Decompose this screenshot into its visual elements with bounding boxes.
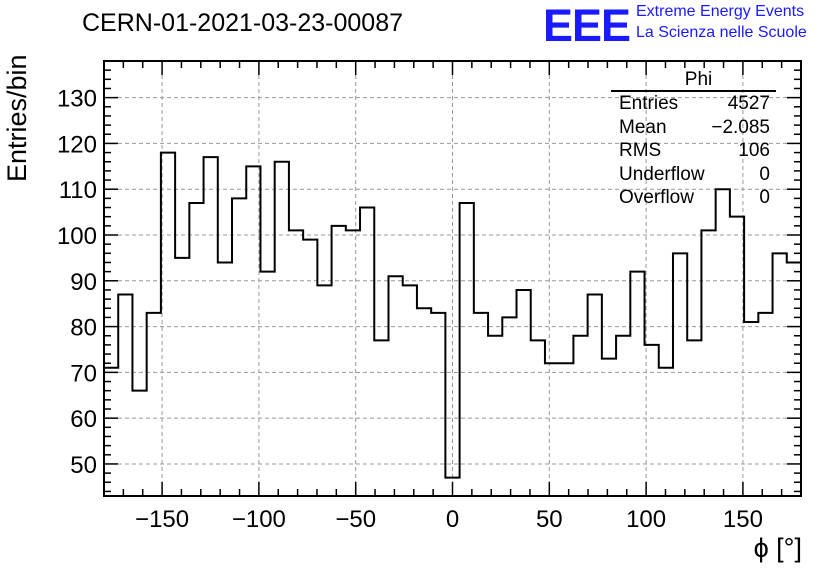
stats-label: RMS <box>619 140 662 161</box>
histogram-bin <box>460 203 474 496</box>
stats-value: 0 <box>759 163 770 185</box>
y-tick-label: 130 <box>57 86 97 113</box>
stats-label: Entries <box>619 93 679 114</box>
y-tick-label: 90 <box>70 269 97 296</box>
x-tick-label: −100 <box>232 506 286 533</box>
y-tick-label: 110 <box>59 177 97 204</box>
histogram-bin <box>474 313 488 496</box>
stats-value: 4527 <box>727 93 770 114</box>
histogram-bin <box>758 313 772 496</box>
histogram-bin <box>517 290 531 496</box>
y-tick-label: 100 <box>57 223 97 250</box>
histogram-bin <box>161 153 175 496</box>
x-tick-label: −50 <box>335 506 376 533</box>
histogram-bin <box>645 345 659 496</box>
stats-row-overflow: Overflow 0 <box>611 186 776 210</box>
histogram-bin <box>246 166 260 496</box>
stats-row-underflow: Underflow 0 <box>611 163 776 187</box>
stats-label: Underflow <box>619 163 705 185</box>
x-tick-label: 150 <box>723 506 763 533</box>
histogram-bin <box>147 313 161 496</box>
histogram-bin <box>104 368 118 496</box>
stats-value: −2.085 <box>711 116 770 138</box>
x-tick-label: 0 <box>446 506 459 533</box>
histogram-bin <box>773 253 787 496</box>
histogram-bin <box>616 336 630 496</box>
histogram-bin <box>360 208 374 496</box>
histogram-bin <box>559 363 573 496</box>
histogram-bin <box>787 262 801 496</box>
histogram-bin <box>332 226 346 496</box>
histogram-bin <box>573 336 587 496</box>
histogram-bin <box>218 262 232 496</box>
histogram-bin <box>132 391 146 496</box>
histogram-bin <box>716 189 730 496</box>
histogram-bin <box>374 340 388 496</box>
histogram-bin <box>701 230 715 496</box>
histogram-bin <box>431 313 445 496</box>
y-tick-label: 70 <box>70 360 97 387</box>
histogram-bin <box>260 272 274 496</box>
histogram-bin <box>488 336 502 496</box>
x-tick-label: 50 <box>536 506 563 533</box>
histogram-bin <box>630 272 644 496</box>
run-title: CERN-01-2021-03-23-00087 <box>82 9 404 37</box>
histogram-bin <box>388 276 402 496</box>
histogram-bin <box>588 295 602 496</box>
histogram-bin <box>346 230 360 496</box>
histogram-bin <box>687 340 701 496</box>
y-tick-label: 60 <box>70 406 97 433</box>
x-tick-label: 100 <box>626 506 666 533</box>
histogram-bin <box>659 368 673 496</box>
histogram-bin <box>602 359 616 496</box>
stats-value: 0 <box>759 187 770 208</box>
stats-label: Mean <box>619 116 667 138</box>
y-tick-label: 80 <box>70 315 97 342</box>
histogram-bin <box>204 157 218 496</box>
histogram-bin <box>673 253 687 496</box>
histogram-bin <box>303 240 317 496</box>
logo-line-2: La Scienza nelle Scuole <box>636 24 807 41</box>
stats-row-mean: Mean −2.085 <box>611 116 776 140</box>
x-tick-label: −150 <box>135 506 189 533</box>
histogram-bin <box>275 162 289 496</box>
histogram-bin <box>232 198 246 496</box>
y-axis-label: Entries/bin <box>2 54 32 182</box>
histogram-bin <box>417 308 431 496</box>
y-tick-label: 120 <box>57 131 97 158</box>
histogram-bin <box>189 203 203 496</box>
stats-title: Phi <box>611 70 776 92</box>
histogram-bin <box>317 285 331 496</box>
histogram-line <box>104 151 801 479</box>
stats-label: Overflow <box>619 187 694 208</box>
stats-box: Phi Entries 4527 Mean −2.085 RMS 106 Und… <box>611 70 776 210</box>
histogram-bin <box>289 230 303 496</box>
stats-row-rms: RMS 106 <box>611 139 776 163</box>
eee-logo: EEE <box>543 0 631 51</box>
stats-value: 106 <box>738 140 770 161</box>
logo-line-1: Extreme Energy Events <box>636 3 805 20</box>
histogram-bin <box>403 285 417 496</box>
histogram-bin <box>502 317 516 496</box>
histogram-bin <box>744 322 758 496</box>
x-axis-label: ϕ [°] <box>753 533 802 563</box>
histogram-bin <box>175 258 189 496</box>
histogram-bin <box>545 363 559 496</box>
histogram-bin <box>730 217 744 496</box>
histogram-bin <box>118 295 132 496</box>
y-tick-label: 50 <box>70 452 97 479</box>
stats-row-entries: Entries 4527 <box>611 92 776 116</box>
histogram-bin <box>531 340 545 496</box>
